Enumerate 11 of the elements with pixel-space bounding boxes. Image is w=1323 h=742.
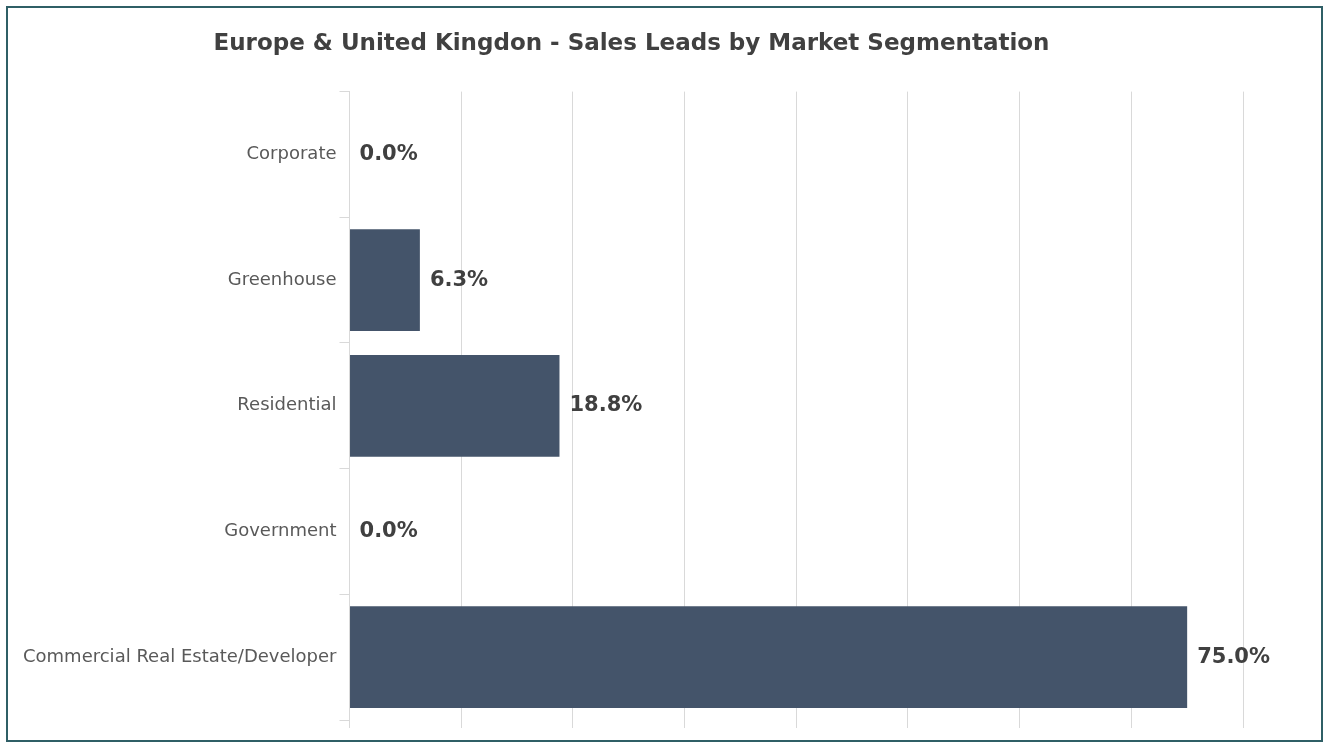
data-label: 6.3% <box>429 266 489 291</box>
data-label: 0.0% <box>359 140 418 165</box>
y-tick-label: Corporate <box>246 142 337 164</box>
chart-title: Europe & United Kingdon - Sales Leads by Market Segmentation <box>213 28 1050 55</box>
data-label: 0.0% <box>359 517 418 542</box>
y-tick-label: Residential <box>237 393 337 415</box>
data-label: 18.8% <box>569 392 643 417</box>
y-tick-label: Government <box>224 519 337 541</box>
y-tick-label: Greenhouse <box>227 267 337 289</box>
y-tick-label: Commercial Real Estate/Developer <box>23 644 338 666</box>
data-label: 75.0% <box>1197 643 1271 668</box>
